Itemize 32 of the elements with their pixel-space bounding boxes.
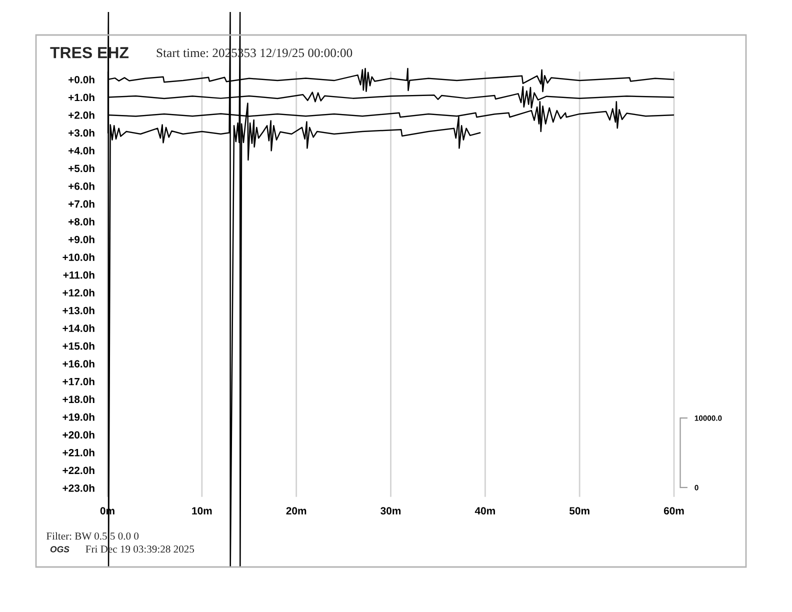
y-tick-label: +4.0h bbox=[68, 146, 94, 154]
x-tick-label: 50m bbox=[569, 507, 590, 514]
text: OGS bbox=[50, 546, 70, 552]
y-tick-label: +15.0h bbox=[62, 342, 94, 350]
y-tick-label: +7.0h bbox=[68, 200, 94, 208]
y-tick-label: +11.0h bbox=[63, 271, 94, 279]
y-tick-label: +14.0h bbox=[62, 324, 94, 332]
y-tick-label: +2.0h bbox=[68, 111, 94, 119]
y-tick-label: +1.0h bbox=[68, 93, 94, 102]
y-tick-label: +8.0h bbox=[68, 218, 94, 226]
y-tick-label: +6.0h bbox=[68, 182, 94, 190]
y-tick-label: +16.0h bbox=[62, 360, 94, 368]
y-tick-label: +3.0h bbox=[68, 128, 94, 137]
x-tick-label: 30m bbox=[380, 507, 401, 515]
y-tick-label: +19.0h bbox=[62, 413, 94, 421]
y-tick-label: +22.0h bbox=[62, 466, 94, 474]
x-tick-label: 10m bbox=[192, 507, 212, 514]
y-tick-label: +20.0h bbox=[62, 430, 94, 439]
x-tick-label: 40m bbox=[474, 507, 495, 514]
y-tick-label: +12.0h bbox=[62, 288, 94, 296]
y-tick-label: +10.0h bbox=[62, 253, 94, 261]
y-tick-label: +18.0h bbox=[62, 395, 94, 404]
y-tick-label: +9.0h bbox=[68, 236, 94, 244]
y-tick-label: +23.0h bbox=[62, 484, 94, 492]
x-tick-label: 20m bbox=[286, 507, 306, 514]
y-tick-label: +5.0h bbox=[68, 164, 94, 172]
y-tick-label: +21.0h bbox=[62, 448, 94, 456]
y-tick-label: +13.0h bbox=[62, 306, 94, 314]
x-tick-label: 60m bbox=[664, 507, 684, 514]
annotation: Filter: BW 0.5 5 0.0 0 bbox=[46, 532, 139, 540]
y-tick-label: +17.0h bbox=[62, 378, 94, 386]
y-tick-label: +0.0h bbox=[68, 76, 94, 84]
